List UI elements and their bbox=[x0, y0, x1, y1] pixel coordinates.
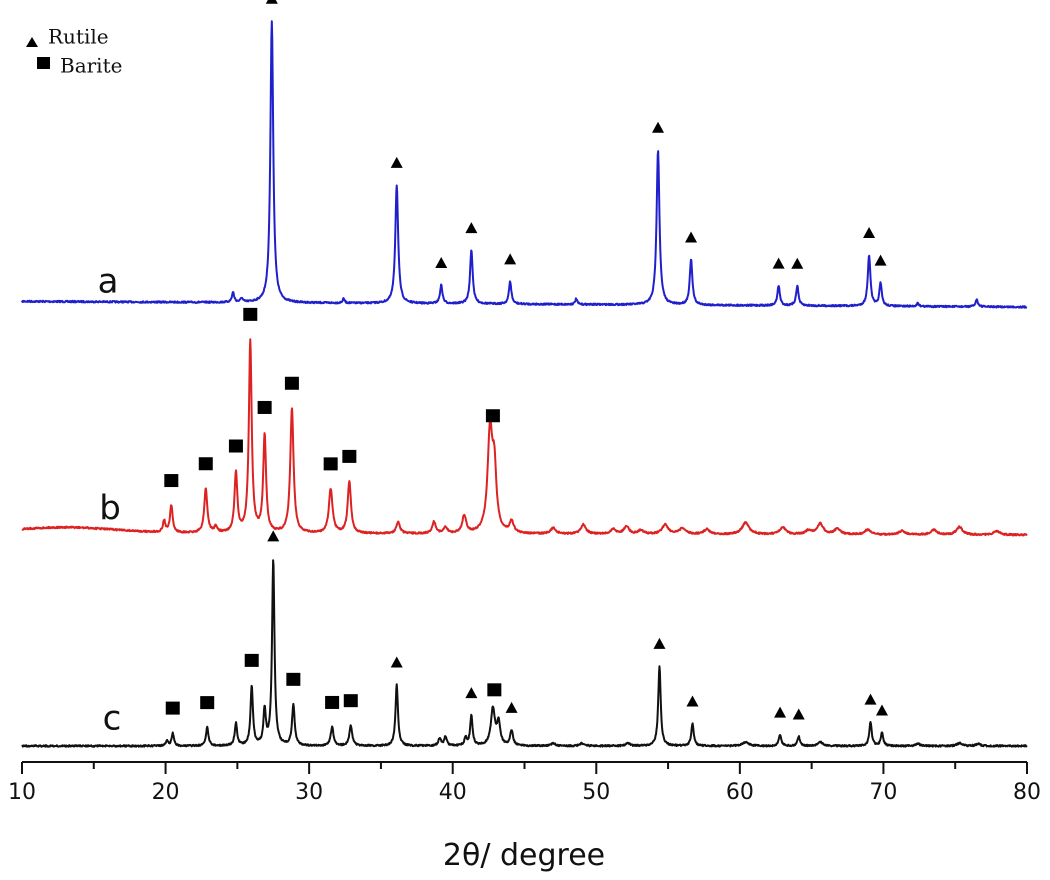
barite-marker bbox=[200, 696, 215, 710]
rutile-marker bbox=[653, 637, 666, 649]
x-tick-label: 70 bbox=[869, 780, 897, 805]
barite-marker bbox=[485, 409, 500, 423]
trace-label-a: a bbox=[98, 262, 119, 302]
rutile-marker bbox=[435, 257, 448, 269]
trace-b bbox=[21, 338, 1028, 537]
trace-a bbox=[21, 20, 1028, 309]
x-tick-label: 30 bbox=[295, 780, 323, 805]
rutile-marker bbox=[874, 254, 887, 266]
barite-marker bbox=[286, 672, 301, 686]
barite-marker bbox=[228, 439, 243, 453]
legend-barite-square-icon bbox=[37, 57, 50, 69]
legend-rutile-triangle-icon bbox=[26, 37, 38, 47]
rutile-marker bbox=[504, 253, 517, 265]
rutile-marker bbox=[652, 121, 665, 133]
rutile-marker bbox=[465, 222, 478, 234]
barite-marker bbox=[284, 376, 299, 390]
barite-marker bbox=[164, 474, 179, 488]
trace-label-c: c bbox=[103, 699, 122, 739]
x-tick-label: 10 bbox=[8, 780, 36, 805]
x-axis-ticks: 10 20 30 40 50 60 70 80 bbox=[8, 762, 1041, 805]
x-tick-label: 20 bbox=[152, 780, 180, 805]
rutile-marker bbox=[265, 0, 278, 4]
barite-marker bbox=[244, 653, 259, 667]
rutile-marker bbox=[390, 156, 403, 168]
phase-markers bbox=[164, 0, 888, 720]
rutile-marker bbox=[465, 687, 478, 699]
x-tick-label: 80 bbox=[1013, 780, 1041, 805]
legend-rutile-label: Rutile bbox=[48, 25, 109, 49]
rutile-marker bbox=[390, 656, 403, 668]
barite-marker bbox=[165, 701, 180, 715]
barite-marker bbox=[198, 457, 213, 471]
rutile-marker bbox=[864, 693, 877, 705]
barite-marker bbox=[323, 457, 338, 471]
x-tick-label: 60 bbox=[726, 780, 754, 805]
x-tick-label: 50 bbox=[582, 780, 610, 805]
legend-barite-label: Barite bbox=[60, 54, 122, 78]
rutile-marker bbox=[685, 231, 698, 243]
rutile-marker bbox=[772, 257, 785, 269]
barite-marker bbox=[342, 449, 357, 463]
barite-marker bbox=[325, 695, 340, 709]
rutile-marker bbox=[505, 701, 518, 713]
barite-marker bbox=[343, 694, 358, 708]
rutile-marker bbox=[792, 708, 805, 720]
trace-c bbox=[21, 559, 1028, 748]
rutile-marker bbox=[875, 704, 888, 716]
legend: Rutile Barite bbox=[26, 25, 122, 78]
rutile-marker bbox=[863, 226, 876, 238]
x-tick-label: 40 bbox=[439, 780, 467, 805]
trace-labels: a b c bbox=[98, 262, 122, 739]
rutile-marker bbox=[791, 257, 804, 269]
barite-marker bbox=[257, 400, 272, 414]
rutile-marker bbox=[267, 530, 280, 542]
barite-marker bbox=[243, 307, 258, 321]
rutile-marker bbox=[774, 706, 787, 718]
x-axis-title: 2θ/ degree bbox=[443, 838, 605, 873]
traces bbox=[21, 20, 1028, 748]
barite-marker bbox=[487, 683, 502, 697]
rutile-marker bbox=[686, 695, 699, 707]
trace-label-b: b bbox=[99, 489, 121, 529]
